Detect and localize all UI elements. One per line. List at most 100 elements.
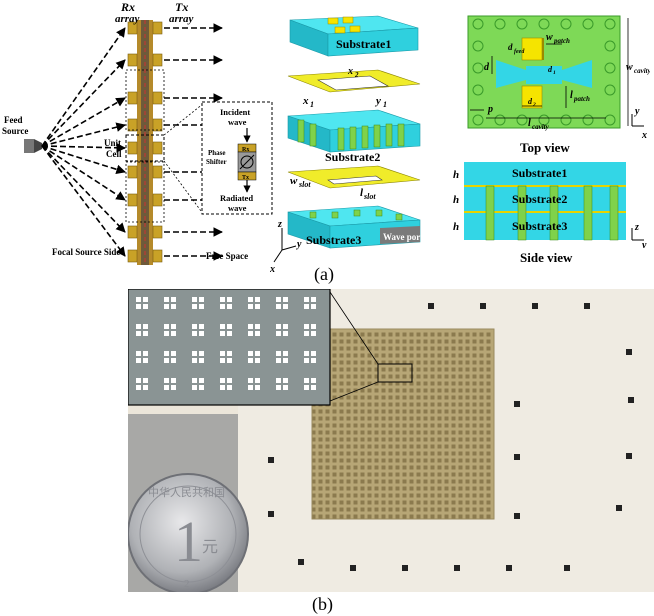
inset-patch: [171, 351, 176, 356]
side-view-diagram: h h h Substrate1 Substrate2 Substrate3 z…: [453, 162, 647, 248]
inset-patch: [136, 324, 141, 329]
wcavity-label: w: [626, 62, 633, 73]
p-label: p: [487, 104, 493, 115]
inset-patch: [143, 297, 148, 302]
svg-text:z: z: [634, 222, 639, 233]
inset-patch: [283, 304, 288, 309]
inset-patch: [164, 378, 169, 383]
inset-patch: [248, 358, 253, 363]
inset-patch: [220, 324, 225, 329]
inset-patch: [220, 304, 225, 309]
inset-patch: [164, 385, 169, 390]
inset-patch: [227, 324, 232, 329]
inset-patch: [227, 385, 232, 390]
svg-text:x: x: [641, 130, 647, 141]
inset-patch: [227, 351, 232, 356]
inset-patch: [276, 331, 281, 336]
inset-patch: [136, 297, 141, 302]
inset-patch: [164, 351, 169, 356]
d-label: d: [484, 62, 490, 73]
inset-patch: [199, 358, 204, 363]
svg-text:slot: slot: [298, 180, 311, 189]
inset-patch: [164, 304, 169, 309]
inset-patch: [171, 358, 176, 363]
axes-icon: [273, 228, 297, 263]
inset-patch: [199, 378, 204, 383]
coin-yuan: 元: [202, 539, 218, 556]
feed-label-2: Source: [2, 126, 28, 136]
inset-patch: [276, 358, 281, 363]
radiated-wave-label: wave: [228, 203, 247, 213]
inset-patch: [171, 385, 176, 390]
inset-patch: [248, 378, 253, 383]
svg-text:1: 1: [553, 70, 556, 76]
inset-patch: [304, 378, 309, 383]
phase-label: Phase: [208, 149, 226, 157]
svg-text:cavity: cavity: [532, 123, 550, 131]
tx-small-label: Tx: [242, 175, 249, 181]
array-column: [137, 20, 153, 265]
slot-plane: [287, 165, 421, 189]
inset-patch: [255, 358, 260, 363]
inset-patch: [227, 378, 232, 383]
inset-patch: [220, 351, 225, 356]
inset-patch: [255, 331, 260, 336]
inset-patch: [304, 351, 309, 356]
inset-patch: [171, 324, 176, 329]
inset-patch: [192, 331, 197, 336]
inset-patch: [164, 331, 169, 336]
d1-label: d: [548, 65, 553, 74]
inset-patch: [304, 358, 309, 363]
inset-patch: [248, 331, 253, 336]
inset-patch: [255, 351, 260, 356]
svg-text:2: 2: [354, 71, 359, 79]
inset-patch: [220, 358, 225, 363]
top-view-diagram: d feed w patch w cavity l patch l cavity…: [467, 15, 650, 141]
wpatch-label: w: [546, 32, 553, 43]
substrate3-label: Substrate3: [306, 233, 361, 247]
svg-text:1: 1: [383, 100, 387, 109]
wave-port-label: Wave port: [383, 232, 423, 242]
inset-patch: [192, 385, 197, 390]
svg-text:2: 2: [532, 102, 536, 108]
side-substrate1-label: Substrate1: [512, 166, 567, 180]
focal-side-label: Focal Source Side: [52, 247, 120, 257]
inset-patch: [283, 358, 288, 363]
inset-patch: [136, 378, 141, 383]
inset-patch: [283, 297, 288, 302]
inset-patch: [171, 378, 176, 383]
inset-patch: [255, 378, 260, 383]
array-elements: [127, 21, 163, 263]
rx-small-label: Rx: [242, 147, 249, 153]
inset-patch: [143, 331, 148, 336]
inset-patch: [283, 385, 288, 390]
exploded-stack-diagram: Substrate1 x 1 y 1 x 2 Substrate2 w slot…: [270, 15, 423, 275]
inset-patch: [136, 331, 141, 336]
inset-patch: [136, 385, 141, 390]
svg-text:1: 1: [310, 100, 314, 109]
inset-patch: [227, 331, 232, 336]
inset-patch: [311, 378, 316, 383]
inset-patch: [311, 324, 316, 329]
inset-patch: [311, 304, 316, 309]
inset-patch: [199, 297, 204, 302]
radiated-label: Radiated: [220, 193, 253, 203]
fabricated-prototype-photo: 1 元 中华人民共和国 2: [128, 289, 654, 592]
inset-patch: [227, 358, 232, 363]
inset-patch: [276, 378, 281, 383]
side-view-title: Side view: [520, 250, 573, 265]
inset-patch: [255, 304, 260, 309]
inset-patch: [143, 358, 148, 363]
inset-patch: [276, 324, 281, 329]
inset-patch: [171, 304, 176, 309]
tx-array-label: array: [169, 13, 194, 25]
shifter-label: Shifter: [206, 158, 227, 166]
inset-patch: [311, 331, 316, 336]
incident-wave-label: wave: [228, 117, 247, 127]
inset-patch: [255, 324, 260, 329]
inset-patch: [248, 304, 253, 309]
inset-patch: [283, 331, 288, 336]
inset-patch: [199, 304, 204, 309]
inset-patch: [283, 378, 288, 383]
inset-patch: [220, 385, 225, 390]
